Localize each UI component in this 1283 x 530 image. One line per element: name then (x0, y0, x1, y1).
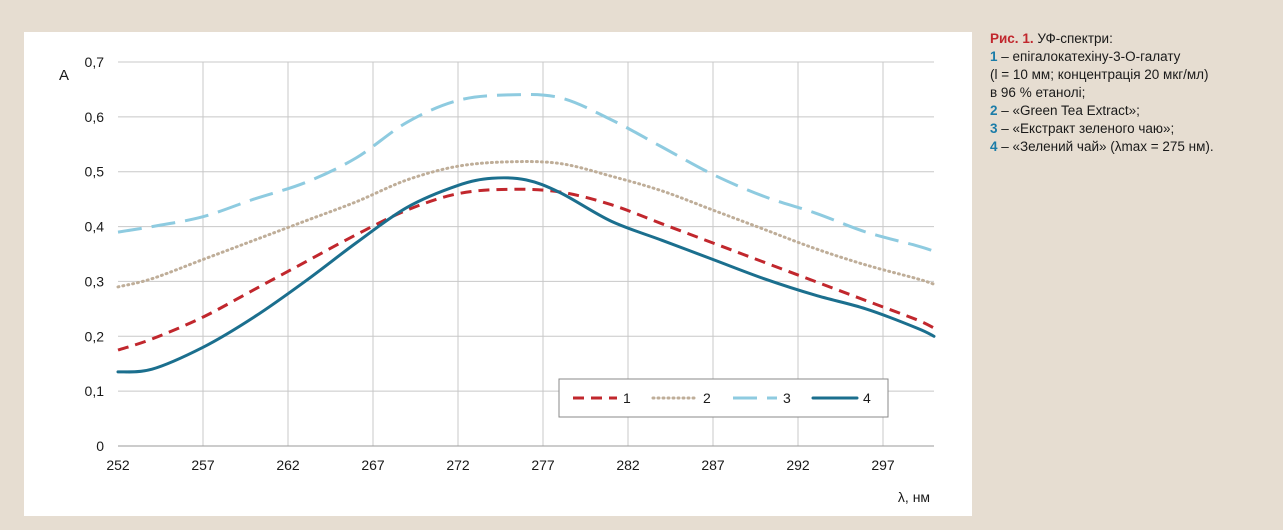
caption-title: УФ-спектри: (1033, 31, 1113, 46)
y-tick-label: 0,6 (85, 109, 105, 125)
x-axis-label: λ, нм (898, 489, 930, 505)
caption-item-text: в 96 % етанолі; (990, 85, 1086, 100)
caption-item: 3 – «Екстракт зеленого чаю»; (990, 120, 1280, 138)
y-tick-label: 0,4 (85, 219, 105, 235)
x-tick-label: 287 (701, 457, 725, 473)
caption-item: 2 – «Green Tea Extract»; (990, 102, 1280, 120)
caption-item-text: – «Екстракт зеленого чаю»; (997, 121, 1175, 136)
caption-item-number: 1 (990, 49, 998, 64)
figure-caption: Рис. 1. УФ-спектри: 1 – епігалокатехіну-… (990, 30, 1280, 156)
caption-item: 4 – «Зелений чай» (λmax = 275 нм). (990, 138, 1280, 156)
uv-spectra-chart: 0 0,1 0,2 0,3 0,4 0,5 0,6 0,7 252 257 262 267 272 277… (59, 54, 936, 505)
caption-item: 1 – епігалокатехіну-3-О-галату (990, 48, 1280, 66)
series-line-2 (116, 160, 936, 289)
x-tick-label: 277 (531, 457, 555, 473)
caption-item: (l = 10 мм; концентрація 20 мкг/мл) (990, 66, 1280, 84)
caption-item-number: 3 (990, 121, 998, 136)
x-tick-label: 292 (786, 457, 810, 473)
caption-item-number: 2 (990, 103, 998, 118)
caption-item-text: – «Green Tea Extract»; (997, 103, 1140, 118)
caption-figure-label: Рис. 1. (990, 31, 1034, 46)
caption-item-number: 4 (990, 139, 998, 154)
y-tick-label: 0,1 (85, 383, 105, 399)
x-tick-label: 252 (106, 457, 130, 473)
caption-item-text: – «Зелений чай» (λmax = 275 нм). (997, 139, 1214, 154)
x-tick-label: 257 (191, 457, 215, 473)
x-tick-label: 272 (446, 457, 470, 473)
legend-label: 3 (783, 390, 791, 406)
x-tick-label: 282 (616, 457, 640, 473)
x-tick-label: 262 (276, 457, 300, 473)
y-tick-label: 0,2 (85, 328, 105, 344)
series-line-1 (117, 187, 935, 352)
caption-item-text: – епігалокатехіну-3-О-галату (997, 49, 1181, 64)
x-tick-label: 267 (361, 457, 385, 473)
caption-item: в 96 % етанолі; (990, 84, 1280, 102)
y-tick-label: 0,3 (85, 273, 105, 289)
caption-item-text: (l = 10 мм; концентрація 20 мкг/мл) (990, 67, 1209, 82)
y-tick-label: 0,5 (85, 164, 105, 180)
legend-label: 2 (703, 390, 711, 406)
chart-panel: 0 0,1 0,2 0,3 0,4 0,5 0,6 0,7 252 257 262 267 272 277… (24, 32, 972, 516)
legend-label: 4 (863, 390, 871, 406)
series-line-3 (117, 93, 935, 253)
y-tick-label: 0,7 (85, 54, 105, 70)
series-line-4 (116, 176, 936, 374)
caption-title-line: Рис. 1. УФ-спектри: (990, 30, 1280, 48)
legend-label: 1 (623, 390, 631, 406)
x-tick-label: 297 (871, 457, 895, 473)
y-axis-label: A (59, 67, 69, 84)
y-tick-label: 0 (96, 438, 104, 454)
